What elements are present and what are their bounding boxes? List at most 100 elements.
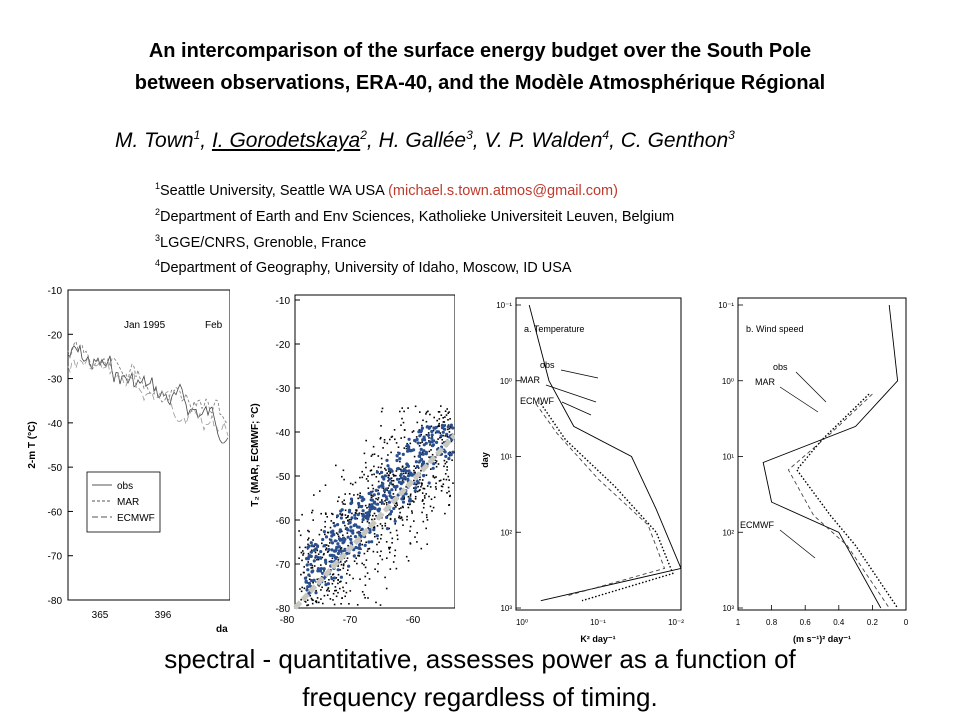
y-tick-label: -60 [48, 507, 63, 518]
scatter-point-mar [422, 487, 425, 490]
scatter-point-ecmwf [419, 430, 423, 434]
scatter-point-mar [395, 474, 397, 477]
scatter-point-mar [430, 425, 433, 428]
scatter-point-mar [303, 566, 305, 568]
scatter-point-ecmwf [376, 492, 381, 496]
scatter-point-mar [302, 552, 305, 555]
scatter-point-mar [368, 503, 371, 506]
scatter-point-ecmwf [406, 477, 410, 481]
scatter-point-mar [419, 476, 421, 478]
scatter-point-mar [335, 589, 337, 592]
scatter-point-mar [442, 478, 445, 481]
scatter-point-mar [322, 602, 324, 605]
scatter-point-mar [385, 469, 387, 471]
scatter-point-ecmwf [360, 527, 364, 531]
email-link[interactable]: (michael.s.town.atmos@gmail.com) [388, 182, 618, 199]
scatter-point-mar [394, 502, 397, 504]
scatter-point-mar [361, 562, 363, 565]
scatter-point-mar [343, 499, 345, 502]
legend-label-ecmwf: ECMWF [117, 513, 155, 524]
scatter-point-mar [316, 549, 318, 552]
scatter-point-mar [364, 575, 367, 578]
scatter-point-mar [347, 515, 349, 517]
scatter-point-mar [421, 511, 423, 514]
timeseries-chart: -10-20-30-40-50-60-70-80 2-m T (°C) 365 … [27, 286, 230, 635]
author-3: H. Gallée3, [378, 128, 485, 152]
y-tick-label: -50 [48, 463, 63, 474]
scatter-point-mar [381, 503, 383, 505]
scatter-point-ecmwf [321, 537, 325, 542]
scatter-point-mar [383, 441, 386, 444]
scatter-point-ecmwf [310, 544, 314, 548]
scatter-point-mar [387, 474, 390, 476]
scatter-point-ecmwf [424, 450, 428, 454]
scatter-point-mar [343, 478, 345, 481]
scatter-point-ecmwf [323, 558, 328, 562]
y-axis-label: 2-m T (°C) [27, 421, 38, 468]
scatter-point-mar [421, 492, 424, 494]
scatter-point-mar [364, 566, 367, 569]
scatter-point-mar [312, 539, 314, 541]
y-tick-label: -80 [48, 596, 63, 607]
scatter-point-mar [369, 514, 371, 517]
scatter-point-mar [363, 563, 365, 566]
x-tick-label: 0.8 [766, 618, 778, 627]
scatter-point-mar [344, 493, 346, 495]
scatter-point-mar [317, 558, 320, 561]
scatter-point-ecmwf [358, 543, 362, 547]
scatter-point-ecmwf [397, 451, 401, 455]
scatter-point-mar [389, 517, 392, 520]
scatter-point-mar [365, 466, 367, 469]
scatter-point-mar [392, 483, 394, 486]
scatter-point-ecmwf [305, 563, 309, 567]
scatter-point-mar [426, 516, 428, 519]
scatter-point-ecmwf [401, 452, 405, 456]
scatter-point-mar [421, 500, 424, 502]
scatter-point-mar [403, 410, 405, 413]
scatter-point-mar [389, 551, 391, 554]
scatter-point-mar [398, 515, 401, 517]
x-tick-label: 10⁻¹ [590, 618, 606, 627]
series-mar-line [535, 403, 666, 597]
scatter-point-mar [300, 590, 303, 593]
scatter-point-mar [399, 511, 401, 514]
scatter-point-mar [391, 542, 393, 544]
scatter-point-mar [340, 580, 342, 583]
scatter-point-mar [346, 516, 349, 518]
scatter-point-ecmwf [422, 449, 426, 453]
scatter-point-mar [357, 497, 359, 500]
scatter-point-mar [394, 549, 397, 552]
scatter-point-mar [416, 532, 418, 534]
scatter-point-mar [361, 476, 364, 479]
y-tick-label: 10⁰ [500, 377, 512, 386]
scatter-point-mar [331, 557, 334, 560]
legend-box [86, 471, 161, 533]
scatter-point-mar [450, 440, 453, 443]
scatter-point-ecmwf [433, 426, 437, 430]
scatter-point-mar [386, 557, 388, 559]
scatter-point-mar [377, 497, 380, 499]
scatter-point-mar [339, 581, 341, 583]
scatter-chart: -10 -20 -30 -40 -50 -60 -70 -80 T₂ (MAR, ECMWF;… [250, 294, 455, 626]
scatter-point-mar [388, 513, 390, 516]
series-label-mar: MAR [755, 377, 776, 387]
scatter-point-mar [446, 436, 449, 438]
scatter-point-ecmwf [419, 457, 424, 461]
scatter-point-mar [422, 499, 424, 501]
scatter-point-mar [317, 553, 320, 555]
scatter-point-mar [302, 550, 304, 552]
scatter-point-mar [325, 513, 327, 515]
scatter-point-mar [422, 520, 425, 523]
scatter-point-mar [327, 531, 330, 534]
scatter-point-mar [340, 514, 343, 516]
scatter-point-ecmwf [336, 568, 340, 572]
scatter-point-mar [360, 540, 362, 542]
scatter-point-mar [435, 465, 438, 468]
scatter-point-mar [389, 568, 392, 570]
scatter-point-ecmwf [333, 539, 337, 543]
scatter-point-mar [367, 487, 370, 489]
scatter-point-mar [344, 509, 347, 512]
scatter-point-ecmwf [435, 430, 439, 434]
scatter-point-ecmwf [319, 550, 323, 554]
scatter-point-ecmwf [407, 437, 411, 441]
